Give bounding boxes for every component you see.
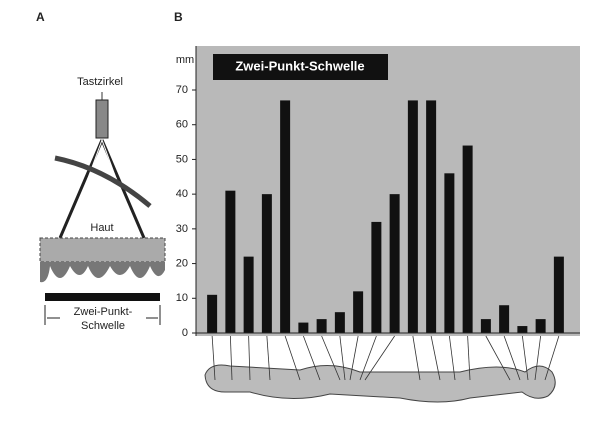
- body-connector: [544, 335, 560, 381]
- threshold-label: Schwelle: [81, 320, 125, 332]
- body-connector: [430, 335, 441, 381]
- skin-papillae: [40, 262, 165, 283]
- body-connector: [248, 335, 251, 381]
- bar: [426, 100, 437, 334]
- body-connector: [448, 335, 456, 381]
- bar: [499, 305, 510, 333]
- bar: [207, 294, 218, 333]
- bar: [243, 256, 254, 333]
- bar: [462, 145, 473, 333]
- bar: [444, 173, 455, 333]
- bar: [316, 319, 327, 333]
- body-connector: [467, 335, 471, 381]
- bar: [353, 291, 364, 333]
- body-connector: [303, 335, 321, 381]
- compass-handle: [95, 99, 109, 139]
- bar: [480, 319, 491, 333]
- panel-label: A: [36, 10, 45, 24]
- bar: [517, 326, 528, 333]
- body-connector: [364, 335, 395, 381]
- y-tick-label: 50: [176, 153, 188, 165]
- skin: [39, 237, 166, 263]
- body-connector: [284, 335, 301, 381]
- threshold-bar: [45, 293, 160, 301]
- body-connector: [534, 335, 542, 381]
- bar: [225, 190, 236, 333]
- panel-a: Tastzirkel Haut Zwei-Punkt- Schwelle: [39, 76, 166, 336]
- y-axis-label: mm: [176, 54, 194, 66]
- y-tick-label: 40: [176, 188, 188, 200]
- bar: [553, 256, 564, 333]
- bar: [334, 312, 345, 333]
- body-connector: [321, 335, 341, 381]
- y-tick-label: 30: [176, 223, 188, 235]
- threshold-label: Zwei-Punkt-: [74, 306, 133, 318]
- compass-arc: [54, 155, 152, 208]
- bar: [280, 100, 291, 334]
- title-box: [213, 54, 388, 80]
- y-tick-label: 0: [182, 327, 188, 339]
- body-connector: [339, 335, 346, 381]
- plot-background: [196, 46, 580, 336]
- body-connector: [503, 335, 521, 381]
- panel-label: B: [174, 10, 183, 24]
- body-connector: [412, 335, 421, 381]
- body-connector: [349, 335, 359, 381]
- bar: [389, 194, 400, 333]
- bar: [535, 319, 546, 333]
- body-connector: [211, 335, 216, 381]
- instrument-label: Tastzirkel: [77, 76, 123, 88]
- y-tick-label: 60: [176, 119, 188, 131]
- body-connector: [485, 335, 511, 381]
- bar: [407, 100, 418, 334]
- y-tick-label: 10: [176, 292, 188, 304]
- y-tick-label: 20: [176, 257, 188, 269]
- bar: [371, 221, 382, 333]
- label-bg: [60, 306, 146, 336]
- body-connector: [266, 335, 271, 381]
- compass-legs-inner: [65, 139, 139, 239]
- skin-label: Haut: [90, 222, 113, 234]
- body-connector: [229, 335, 233, 381]
- bar: [261, 194, 272, 333]
- chart-title: Zwei-Punkt-Schwelle: [235, 58, 364, 73]
- bar: [298, 322, 309, 333]
- body-connector: [521, 335, 529, 381]
- body-connector: [359, 335, 377, 381]
- compass-legs: [58, 139, 146, 239]
- y-tick-label: 70: [176, 84, 188, 96]
